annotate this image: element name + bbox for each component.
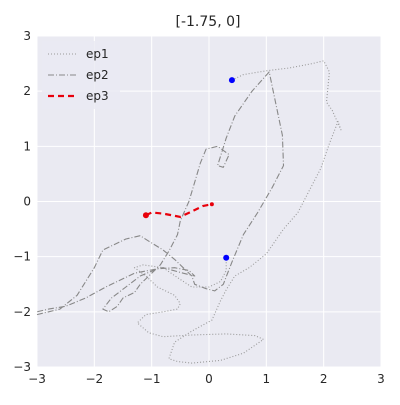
x-tick-label: 3 (377, 372, 385, 386)
x-tick-label: 1 (263, 372, 271, 386)
y-tick-label: 3 (23, 29, 31, 43)
x-tick-label: 2 (320, 372, 328, 386)
chart-title: [-1.75, 0] (176, 14, 241, 30)
series-start-point-ep3 (142, 212, 149, 219)
legend: ep1 ep2 ep3 (42, 41, 120, 109)
x-tick-label: −2 (85, 372, 103, 386)
x-tick-label: 0 (205, 372, 213, 386)
series-line-ep2 (36, 71, 285, 316)
x-tick-label: −3 (28, 372, 46, 386)
series-layer (36, 60, 342, 364)
legend-label-ep3: ep3 (86, 89, 109, 103)
legend-label-ep1: ep1 (86, 47, 109, 61)
legend-label-ep2: ep2 (86, 68, 109, 82)
x-tick-label: −1 (143, 372, 161, 386)
legend-box (42, 41, 120, 109)
marker-point-0 (223, 254, 230, 261)
y-tick-label: 1 (23, 139, 31, 153)
series-line-ep3 (145, 203, 213, 218)
y-tick-label: 0 (23, 195, 31, 209)
series-start-point-ep1 (228, 77, 235, 84)
y-tick-label: 2 (23, 84, 31, 98)
y-tick-label: −3 (13, 360, 31, 374)
axis-ticks: −3 −2 −1 0 1 2 3 −3 −2 −1 0 1 2 3 (13, 29, 385, 386)
series-end-point-ep3 (209, 202, 214, 207)
grid-lines (36, 35, 382, 368)
y-tick-label: −1 (13, 250, 31, 264)
y-tick-label: −2 (13, 305, 31, 319)
